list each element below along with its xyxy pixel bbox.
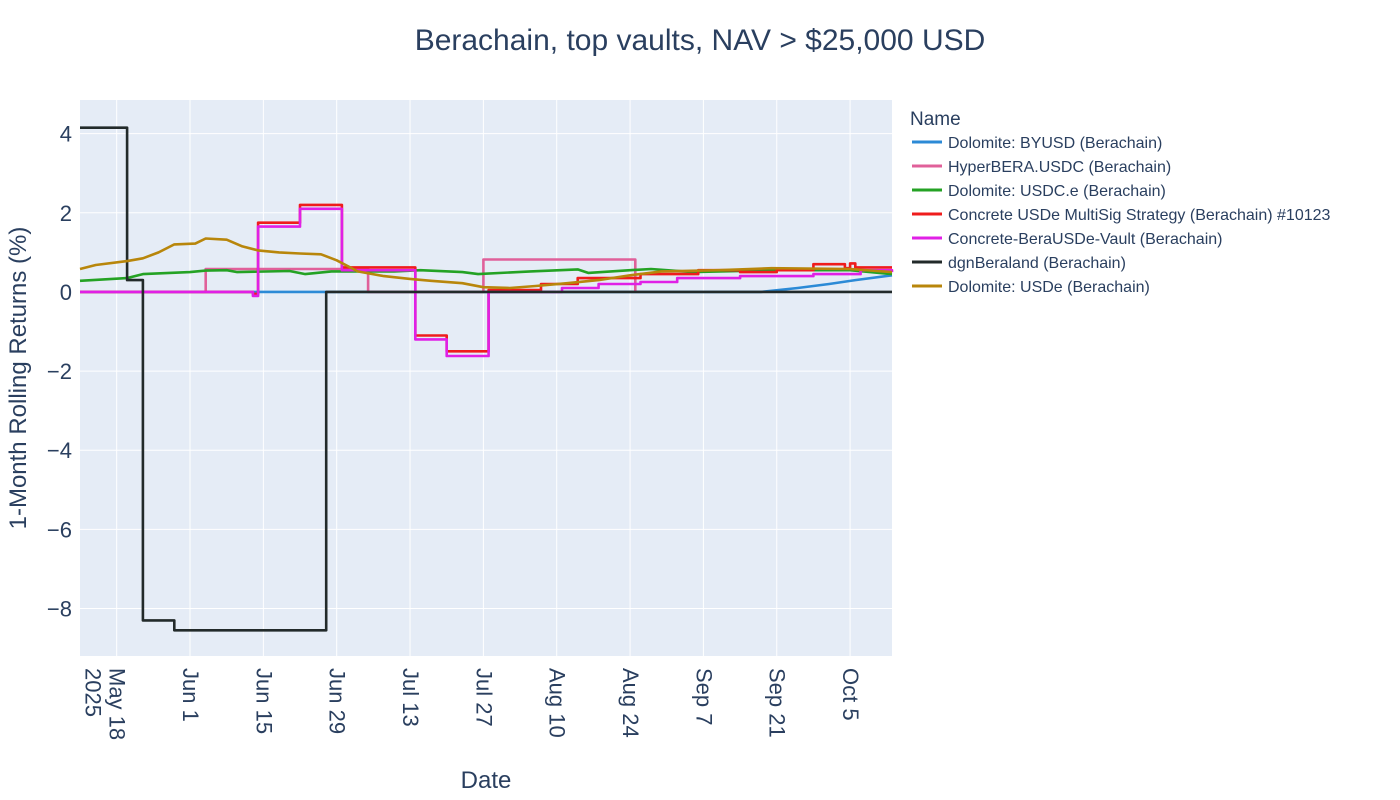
legend-item-dolomite-usde-berachain[interactable]: Dolomite: USDe (Berachain)	[912, 279, 1150, 296]
series-line-dolomite-usde-berachain	[79, 237, 893, 290]
x-tick-label: Jul 27	[471, 668, 496, 727]
legend-label: Dolomite: USDe (Berachain)	[948, 279, 1150, 296]
x-tick-label: Jul 13	[398, 668, 423, 727]
legend-item-hyperbera-usdc-berachain[interactable]: HyperBERA.USDC (Berachain)	[912, 159, 1171, 176]
legend-label: Dolomite: BYUSD (Berachain)	[948, 135, 1162, 152]
x-axis-title: Date	[461, 767, 512, 794]
y-tick-label: 2	[60, 201, 72, 226]
y-tick-label: 4	[60, 122, 72, 147]
x-tick-label: Sep 21	[765, 668, 790, 738]
legend-label: Concrete-BeraUSDe-Vault (Berachain)	[948, 231, 1222, 248]
x-tick-label: Jun 29	[325, 668, 350, 734]
series-line-dgnberaland-berachain	[80, 126, 892, 632]
legend-item-concrete-usde-multisig-strategy-berachain-10123[interactable]: Concrete USDe MultiSig Strategy (Beracha…	[912, 207, 1331, 224]
legend-label: HyperBERA.USDC (Berachain)	[948, 159, 1171, 176]
y-axis-title: 1-Month Rolling Returns (%)	[5, 227, 32, 530]
legend-label: dgnBeraland (Berachain)	[948, 255, 1126, 272]
legend-item-dgnberaland-berachain[interactable]: dgnBeraland (Berachain)	[912, 255, 1126, 272]
plot-area	[80, 100, 892, 656]
legend-item-concrete-berausde-vault-berachain[interactable]: Concrete-BeraUSDe-Vault (Berachain)	[912, 231, 1222, 248]
x-tick-label: Jun 1	[178, 668, 203, 722]
series-layer	[79, 126, 894, 632]
legend: Name Dolomite: BYUSD (Berachain) HyperBER…	[910, 109, 1331, 296]
x-tick-label: Aug 10	[545, 668, 570, 738]
legend-label: Dolomite: USDC.e (Berachain)	[948, 183, 1166, 200]
y-tick-label: −2	[47, 359, 72, 384]
x-tick-year-label: 2025	[81, 668, 106, 717]
legend-item-dolomite-usdc-e-berachain[interactable]: Dolomite: USDC.e (Berachain)	[912, 183, 1166, 200]
y-tick-label: −6	[47, 517, 72, 542]
x-tick-label: May 18	[105, 668, 130, 740]
y-tick-label: −8	[47, 597, 72, 622]
y-tick-label: 0	[60, 280, 72, 305]
x-tick-label: Jun 15	[251, 668, 276, 734]
chart-title: Berachain, top vaults, NAV > $25,000 USD	[415, 24, 986, 57]
legend-item-dolomite-byusd-berachain[interactable]: Dolomite: BYUSD (Berachain)	[912, 135, 1162, 152]
x-tick-label: Sep 7	[691, 668, 716, 726]
x-tick-label: Aug 24	[618, 668, 643, 738]
y-axis: 4 2 0 −2 −4 −6 −8	[47, 122, 72, 622]
y-tick-label: −4	[47, 438, 72, 463]
legend-label: Concrete USDe MultiSig Strategy (Beracha…	[948, 207, 1331, 224]
legend-title: Name	[910, 109, 961, 130]
x-tick-label: Oct 5	[838, 668, 863, 721]
